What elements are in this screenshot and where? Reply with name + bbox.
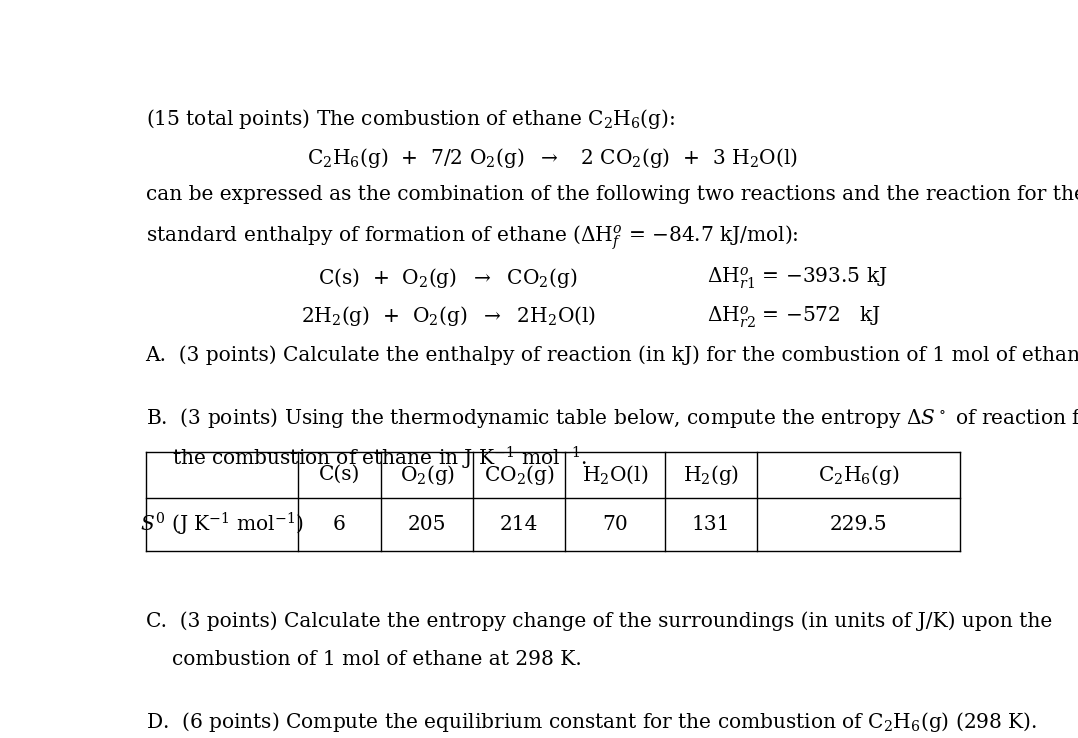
Text: 205: 205 xyxy=(407,514,446,534)
Text: 2H$_2$(g)  +  O$_2$(g)  $\rightarrow$  2H$_2$O(l): 2H$_2$(g) + O$_2$(g) $\rightarrow$ 2H$_2… xyxy=(301,305,595,328)
Text: combustion of 1 mol of ethane at 298 K.: combustion of 1 mol of ethane at 298 K. xyxy=(172,650,582,669)
Text: D.  (6 points) Compute the equilibrium constant for the combustion of C$_2$H$_6$: D. (6 points) Compute the equilibrium co… xyxy=(146,711,1036,734)
Text: $S^0$ (J K$^{-1}$ mol$^{-1}$): $S^0$ (J K$^{-1}$ mol$^{-1}$) xyxy=(140,511,304,538)
Text: H$_2$O(l): H$_2$O(l) xyxy=(582,463,648,486)
Text: C.  (3 points) Calculate the entropy change of the surroundings (in units of J/K: C. (3 points) Calculate the entropy chan… xyxy=(146,611,1052,631)
Text: can be expressed as the combination of the following two reactions and the react: can be expressed as the combination of t… xyxy=(146,184,1078,204)
Text: CO$_2$(g): CO$_2$(g) xyxy=(484,463,554,486)
Text: $\Delta$H$_{r1}^o$ = $-$393.5 kJ: $\Delta$H$_{r1}^o$ = $-$393.5 kJ xyxy=(707,266,887,291)
Text: H$_2$(g): H$_2$(g) xyxy=(683,463,740,486)
Text: C$_2$H$_6$(g)  +  7/2 O$_2$(g)  $\rightarrow$   2 CO$_2$(g)  +  3 H$_2$O(l): C$_2$H$_6$(g) + 7/2 O$_2$(g) $\rightarro… xyxy=(307,145,798,170)
Text: the combustion of ethane in J K$^{-1}$ mol$^{-1}$.: the combustion of ethane in J K$^{-1}$ m… xyxy=(172,444,588,472)
Text: A.  (3 points) Calculate the enthalpy of reaction (in kJ) for the combustion of : A. (3 points) Calculate the enthalpy of … xyxy=(146,345,1078,365)
Text: C(s)  +  O$_2$(g)  $\rightarrow$  CO$_2$(g): C(s) + O$_2$(g) $\rightarrow$ CO$_2$(g) xyxy=(318,266,578,289)
Text: C(s): C(s) xyxy=(319,465,360,484)
Text: 131: 131 xyxy=(692,514,731,534)
Text: B.  (3 points) Using the thermodynamic table below, compute the entropy $\Delta : B. (3 points) Using the thermodynamic ta… xyxy=(146,406,1078,430)
Text: C$_2$H$_6$(g): C$_2$H$_6$(g) xyxy=(818,463,899,486)
Text: 229.5: 229.5 xyxy=(830,514,887,534)
Text: $\Delta$H$_{r2}^o$ = $-$572   kJ: $\Delta$H$_{r2}^o$ = $-$572 kJ xyxy=(707,305,881,330)
Text: (15 total points) The combustion of ethane C$_2$H$_6$(g):: (15 total points) The combustion of etha… xyxy=(146,107,675,131)
Text: O$_2$(g): O$_2$(g) xyxy=(400,463,455,486)
Text: standard enthalpy of formation of ethane ($\Delta$H$_f^o$ = $-$84.7 kJ/mol):: standard enthalpy of formation of ethane… xyxy=(146,224,799,252)
Text: 70: 70 xyxy=(603,514,628,534)
Text: 6: 6 xyxy=(333,514,346,534)
Text: 214: 214 xyxy=(500,514,538,534)
